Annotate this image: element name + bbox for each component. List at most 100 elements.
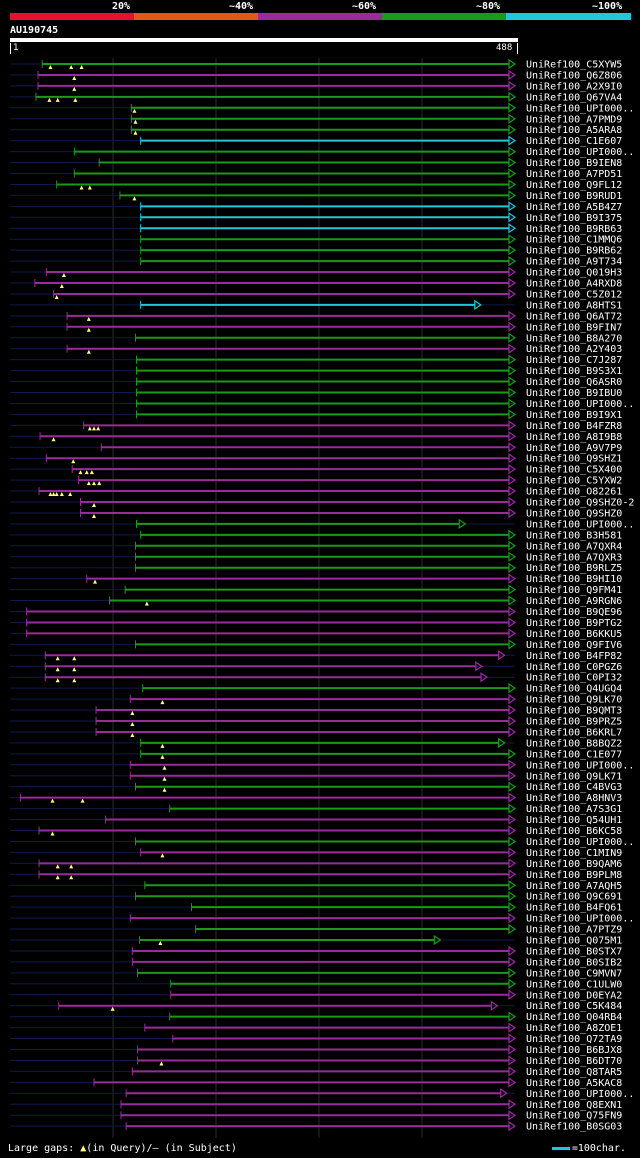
hit-label: UniRef100_Q9SHZ1	[526, 454, 622, 465]
hit-end-arrow-icon	[508, 825, 517, 836]
query-gap-marker-icon	[89, 470, 94, 475]
hit-label: UniRef100_A9V7P9	[526, 443, 622, 454]
hit-end-arrow-icon	[508, 485, 517, 497]
hit-end-arrow-icon	[508, 376, 517, 387]
subject-gap-label: (in Subject)	[164, 1143, 237, 1154]
query-gap-marker-icon	[50, 798, 55, 803]
query-gap-marker-icon	[72, 86, 77, 91]
legend-label-80: ~80%	[476, 1, 501, 12]
hit-end-arrow-icon	[498, 650, 506, 661]
query-gap-marker-icon	[162, 787, 167, 792]
hit-end-arrow-icon	[508, 91, 517, 102]
hit-end-arrow-icon	[508, 398, 517, 409]
hit-label: UniRef100_A5B4Z7	[526, 202, 622, 213]
subject-gap-marker-icon: –	[152, 1143, 159, 1154]
query-gap-marker-icon	[59, 284, 64, 288]
query-gap-marker-icon	[162, 776, 167, 781]
query-gap-marker-icon	[97, 481, 102, 486]
query-gap-marker-icon	[72, 75, 77, 80]
query-gap-marker-icon	[48, 65, 53, 69]
hit-end-arrow-icon	[508, 146, 517, 157]
legend-segment-orange	[134, 13, 258, 20]
hit-end-arrow-icon	[508, 343, 517, 354]
hit-end-arrow-icon	[508, 803, 517, 814]
hit-end-arrow-icon	[508, 387, 517, 398]
hit-end-arrow-icon	[508, 1033, 517, 1044]
hit-end-arrow-icon	[508, 562, 517, 573]
hit-end-arrow-icon	[508, 726, 517, 738]
hit-label: UniRef100_B9I9X1	[526, 410, 622, 421]
query-gap-marker-icon	[48, 492, 53, 497]
query-gap-marker-icon	[59, 492, 64, 497]
hit-label: UniRef100_Q9SHZ0-2	[526, 498, 634, 509]
hit-label: UniRef100_C1E607	[526, 136, 622, 147]
hit-label: UniRef100_C7J287	[526, 355, 622, 366]
hit-end-arrow-icon	[508, 748, 517, 759]
hit-end-arrow-icon	[508, 606, 517, 617]
hit-end-arrow-icon	[508, 157, 517, 168]
hit-end-arrow-icon	[508, 266, 517, 278]
hit-end-arrow-icon	[508, 551, 517, 562]
hit-end-arrow-icon	[508, 902, 517, 913]
hit-label: UniRef100_Q075M1	[526, 936, 622, 947]
query-gap-marker-icon	[160, 743, 165, 748]
query-gap-marker-icon	[72, 667, 77, 672]
hit-label: UniRef100_B6KRL7	[526, 727, 622, 738]
hit-label: UniRef100_B6BJX8	[526, 1045, 622, 1056]
hit-end-arrow-icon	[508, 923, 517, 935]
hit-end-arrow-icon	[508, 978, 517, 989]
hit-label: UniRef100_UPI000..	[526, 147, 634, 158]
query-gap-marker-icon	[55, 667, 60, 672]
hit-label: UniRef100_Q9C691	[526, 892, 622, 903]
query-gap-marker-icon	[72, 656, 77, 661]
hit-end-arrow-icon	[508, 683, 517, 694]
hit-label: UniRef100_B0SG03	[526, 1122, 622, 1133]
scale-line	[551, 1146, 570, 1150]
query-gap-marker-icon	[132, 108, 137, 113]
hit-label: UniRef100_B9RB63	[526, 224, 622, 235]
hit-label: UniRef100_B6DT70	[526, 1056, 622, 1067]
hit-label: UniRef100_B8A270	[526, 333, 622, 344]
hit-end-arrow-icon	[508, 431, 517, 442]
hit-end-arrow-icon	[508, 80, 517, 92]
hit-end-arrow-icon	[508, 245, 517, 256]
query-gap-marker-icon	[96, 426, 101, 431]
hit-end-arrow-icon	[508, 507, 517, 519]
hit-label: UniRef100_Q8EXN1	[526, 1100, 622, 1111]
hit-label: UniRef100_B9RLZ5	[526, 563, 622, 574]
hit-label: UniRef100_C5Z012	[526, 289, 622, 300]
hit-end-arrow-icon	[508, 474, 517, 486]
hit-end-arrow-icon	[508, 770, 517, 781]
query-gap-marker-icon	[55, 97, 60, 102]
hit-label: UniRef100_Q9LK70	[526, 695, 622, 706]
hit-end-arrow-icon	[508, 1121, 517, 1132]
hit-label: UniRef100_A7PTZ9	[526, 925, 622, 936]
query-gap-marker-icon	[86, 327, 91, 332]
query-gap-marker-icon	[61, 273, 66, 278]
hit-end-arrow-icon	[508, 201, 517, 212]
query-gap-marker-icon	[55, 678, 60, 683]
hit-end-arrow-icon	[508, 847, 517, 858]
hit-label: UniRef100_UPI000..	[526, 519, 634, 530]
hit-end-arrow-icon	[508, 540, 517, 551]
hit-label: UniRef100_Q67VA4	[526, 92, 622, 103]
hit-end-arrow-icon	[508, 442, 517, 453]
hit-end-arrow-icon	[508, 179, 517, 190]
hit-end-arrow-icon	[508, 277, 517, 289]
query-gap-marker-icon	[144, 601, 149, 606]
hit-label: UniRef100_A9RGN6	[526, 596, 622, 607]
query-gap-marker-icon	[80, 798, 85, 803]
scale-label: =100char.	[571, 1143, 626, 1154]
query-id: AU190745	[10, 25, 59, 36]
hit-end-arrow-icon	[508, 332, 517, 343]
hit-label: UniRef100_Q9FL12	[526, 180, 622, 191]
query-gap-marker-icon	[130, 722, 135, 726]
hit-label: UniRef100_B4FQ61	[526, 903, 622, 914]
hit-label: UniRef100_A8ZOE1	[526, 1023, 622, 1034]
hit-label: UniRef100_C1E077	[526, 749, 622, 760]
hit-end-arrow-icon	[508, 102, 517, 113]
query-gap-marker-icon	[87, 185, 92, 190]
hit-label: UniRef100_UPI000..	[526, 1089, 634, 1100]
legend-label-40: ~40%	[229, 1, 254, 12]
